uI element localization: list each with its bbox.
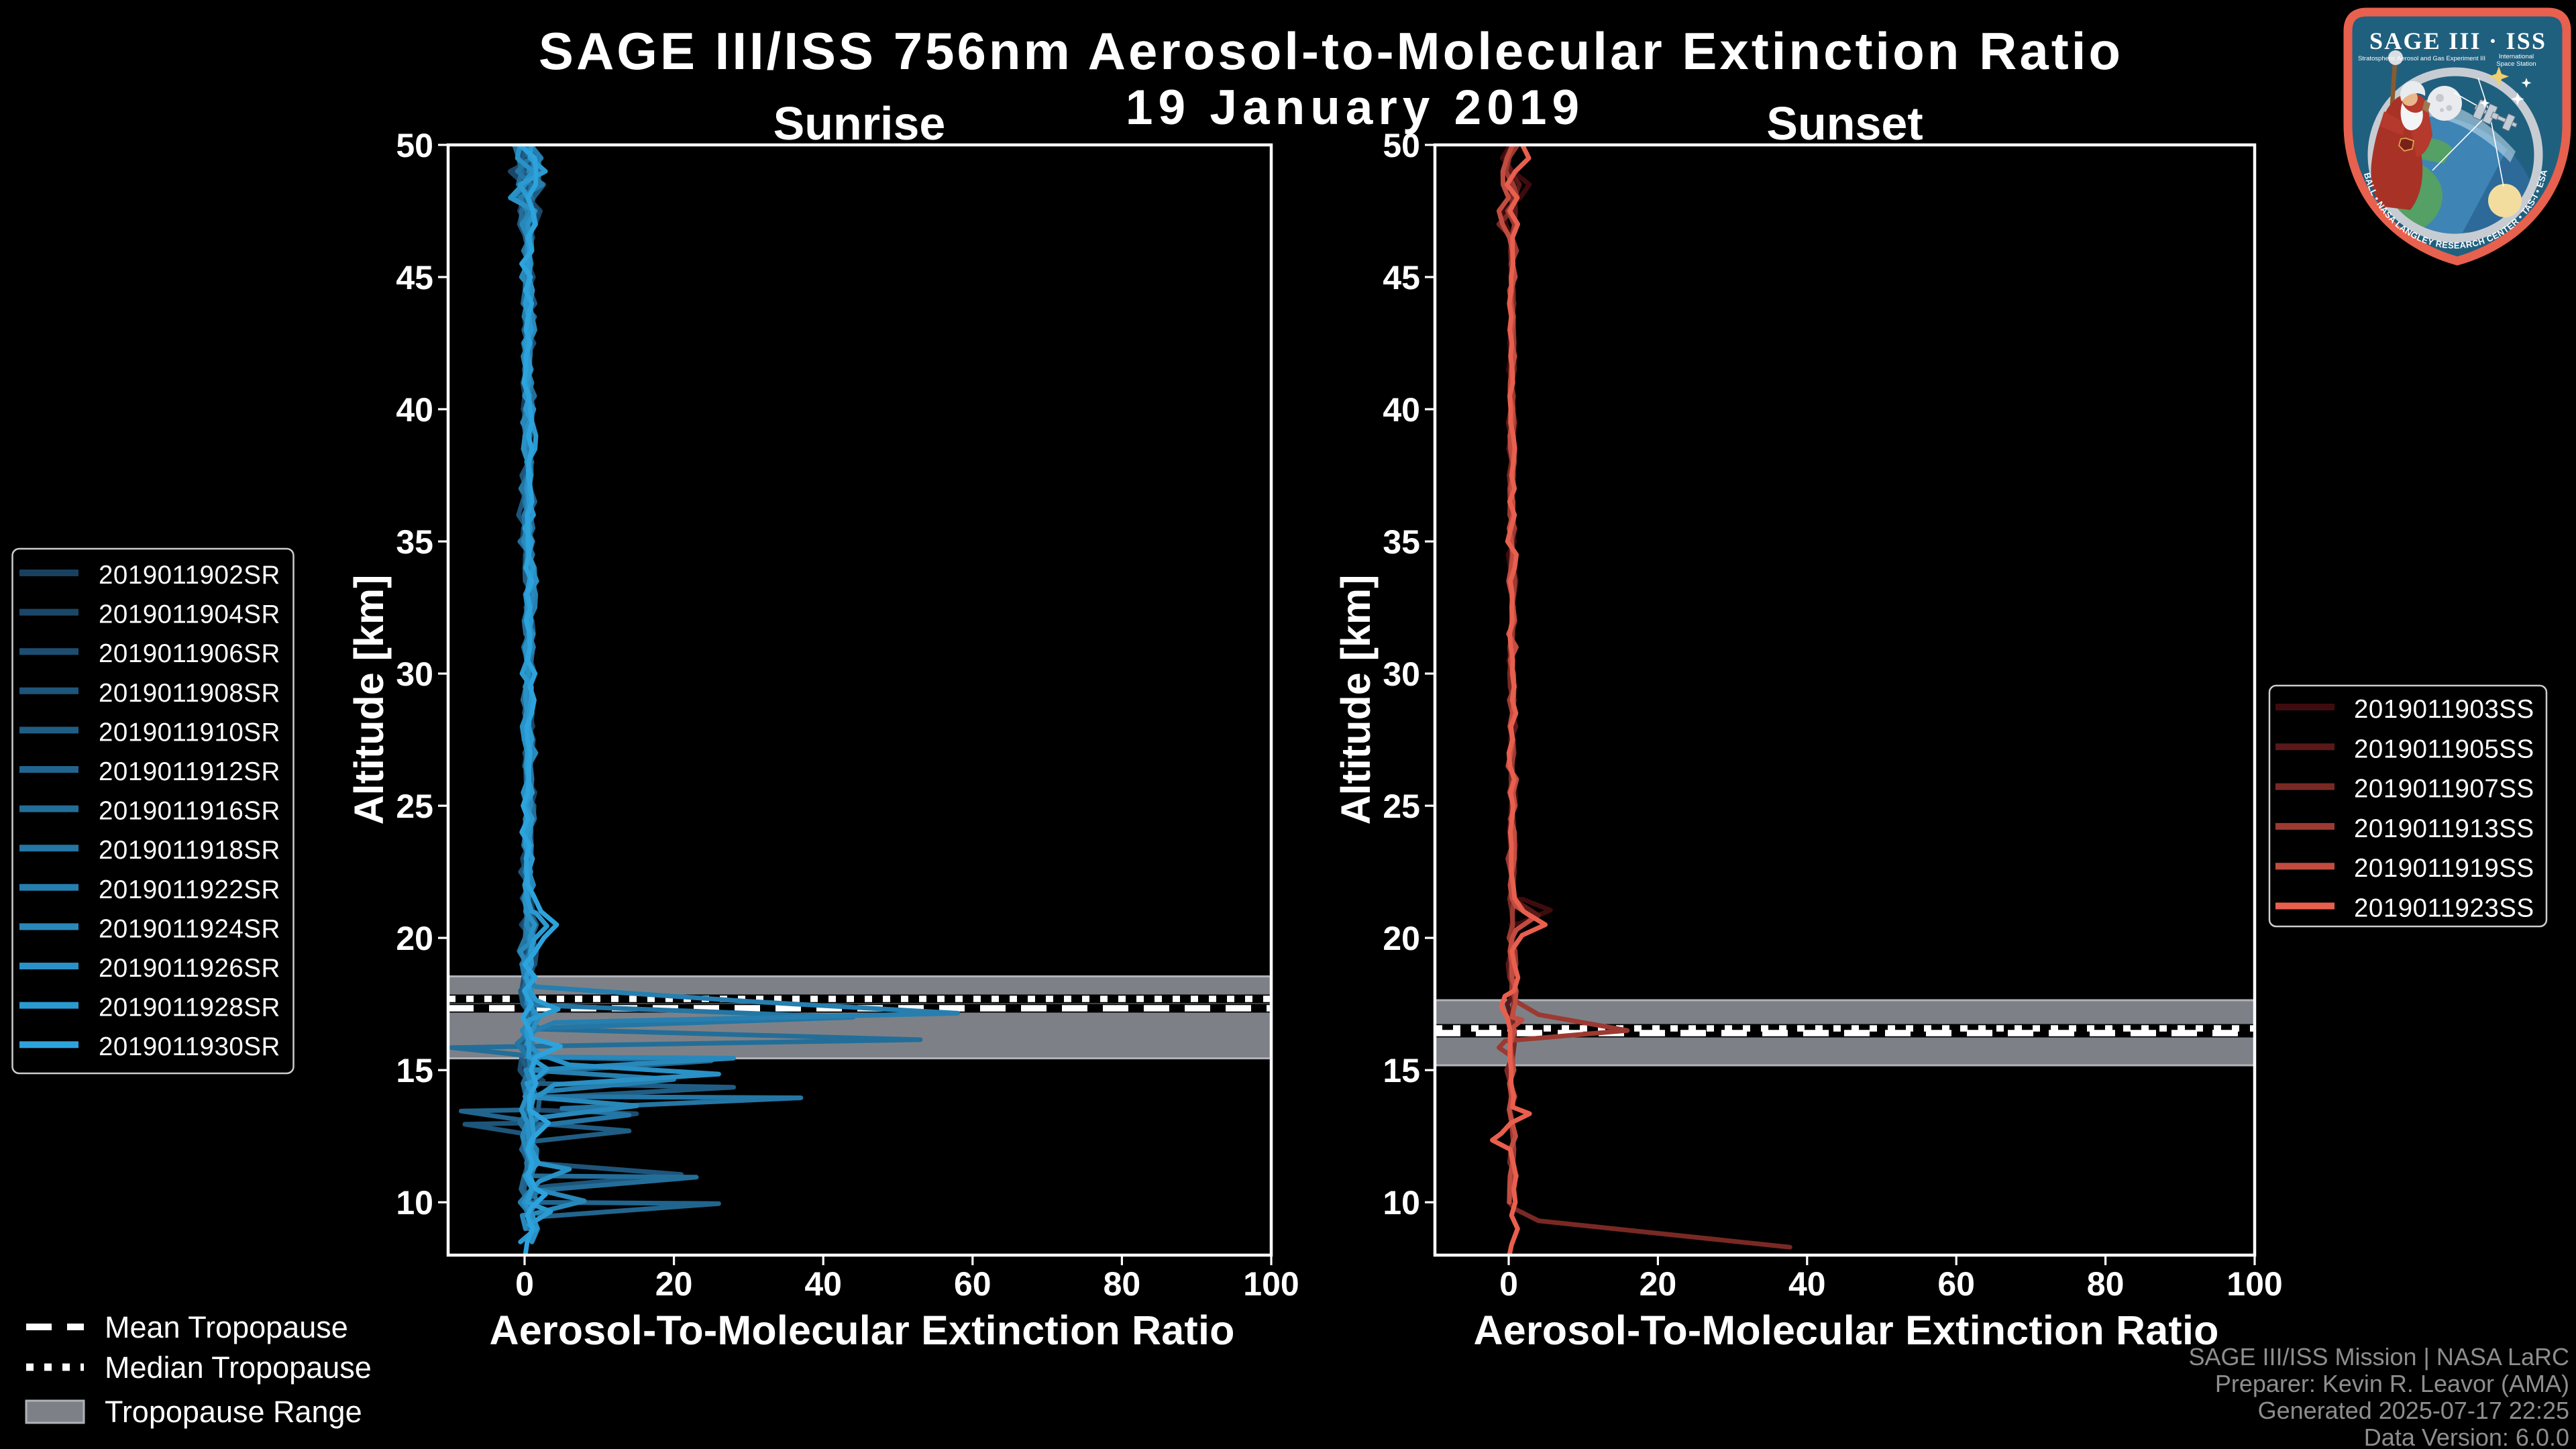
svg-text:Sunset: Sunset bbox=[1766, 97, 1923, 150]
svg-text:2019011908SR: 2019011908SR bbox=[99, 679, 280, 708]
svg-text:0: 0 bbox=[515, 1265, 534, 1303]
svg-text:SAGE III · ISS: SAGE III · ISS bbox=[2369, 28, 2545, 54]
svg-text:25: 25 bbox=[1383, 788, 1420, 825]
svg-text:100: 100 bbox=[2226, 1265, 2282, 1303]
svg-text:40: 40 bbox=[804, 1265, 842, 1303]
svg-text:Preparer: Kevin R. Leavor (AMA: Preparer: Kevin R. Leavor (AMA) bbox=[2215, 1370, 2569, 1397]
svg-text:20: 20 bbox=[1640, 1265, 1677, 1303]
svg-text:10: 10 bbox=[1383, 1184, 1420, 1222]
svg-text:10: 10 bbox=[396, 1184, 433, 1222]
svg-text:2019011903SS: 2019011903SS bbox=[2354, 695, 2534, 724]
svg-text:45: 45 bbox=[396, 259, 433, 297]
svg-text:2019011926SR: 2019011926SR bbox=[99, 954, 280, 983]
svg-text:15: 15 bbox=[1383, 1052, 1420, 1089]
svg-text:45: 45 bbox=[1383, 259, 1420, 297]
svg-text:Stratospheric Aerosol and Gas: Stratospheric Aerosol and Gas Experiment… bbox=[2358, 55, 2485, 62]
svg-text:SAGE III/ISS 756nm Aerosol-to-: SAGE III/ISS 756nm Aerosol-to-Molecular … bbox=[539, 21, 2123, 80]
svg-text:Mean Tropopause: Mean Tropopause bbox=[105, 1310, 348, 1344]
svg-text:2019011922SR: 2019011922SR bbox=[99, 875, 280, 904]
svg-text:Data Version: 6.0.0: Data Version: 6.0.0 bbox=[2364, 1424, 2569, 1449]
svg-text:50: 50 bbox=[396, 127, 433, 164]
svg-text:2019011923SS: 2019011923SS bbox=[2354, 894, 2534, 923]
svg-text:2019011916SR: 2019011916SR bbox=[99, 797, 280, 826]
svg-text:2019011904SR: 2019011904SR bbox=[99, 600, 280, 629]
svg-text:25: 25 bbox=[396, 788, 433, 825]
svg-text:Space Station: Space Station bbox=[2496, 60, 2536, 68]
svg-text:80: 80 bbox=[2087, 1265, 2125, 1303]
svg-text:30: 30 bbox=[1383, 655, 1420, 693]
svg-text:Aerosol-To-Molecular Extinctio: Aerosol-To-Molecular Extinction Ratio bbox=[1473, 1307, 2218, 1353]
svg-text:19 January 2019: 19 January 2019 bbox=[1126, 80, 1585, 135]
svg-text:2019011930SR: 2019011930SR bbox=[99, 1032, 280, 1061]
svg-text:Altitude [km]: Altitude [km] bbox=[346, 575, 392, 825]
svg-text:100: 100 bbox=[1243, 1265, 1299, 1303]
svg-text:2019011912SR: 2019011912SR bbox=[99, 757, 280, 786]
svg-text:SAGE III/ISS Mission | NASA La: SAGE III/ISS Mission | NASA LaRC bbox=[2188, 1343, 2569, 1371]
svg-text:2019011902SR: 2019011902SR bbox=[99, 561, 280, 590]
svg-text:Aerosol-To-Molecular Extinctio: Aerosol-To-Molecular Extinction Ratio bbox=[489, 1307, 1234, 1353]
svg-text:60: 60 bbox=[1937, 1265, 1975, 1303]
svg-text:2019011906SR: 2019011906SR bbox=[99, 639, 280, 668]
svg-text:35: 35 bbox=[1383, 523, 1420, 561]
svg-text:20: 20 bbox=[396, 920, 433, 957]
svg-text:2019011918SR: 2019011918SR bbox=[99, 836, 280, 865]
svg-text:International: International bbox=[2499, 53, 2534, 60]
svg-text:40: 40 bbox=[1383, 391, 1420, 429]
svg-text:40: 40 bbox=[1788, 1265, 1826, 1303]
svg-text:2019011928SR: 2019011928SR bbox=[99, 994, 280, 1022]
svg-text:Altitude [km]: Altitude [km] bbox=[1333, 575, 1379, 825]
svg-text:2019011905SS: 2019011905SS bbox=[2354, 735, 2534, 763]
svg-text:2019011910SR: 2019011910SR bbox=[99, 718, 280, 747]
svg-text:0: 0 bbox=[1499, 1265, 1518, 1303]
svg-text:30: 30 bbox=[396, 655, 433, 693]
svg-text:Median Tropopause: Median Tropopause bbox=[105, 1350, 372, 1385]
svg-text:2019011919SS: 2019011919SS bbox=[2354, 854, 2534, 883]
svg-text:40: 40 bbox=[396, 391, 433, 429]
svg-text:2019011913SS: 2019011913SS bbox=[2354, 814, 2534, 843]
svg-text:15: 15 bbox=[396, 1052, 433, 1089]
svg-text:35: 35 bbox=[396, 523, 433, 561]
svg-text:Tropopause Range: Tropopause Range bbox=[105, 1395, 362, 1429]
svg-text:50: 50 bbox=[1383, 127, 1420, 164]
svg-text:60: 60 bbox=[954, 1265, 991, 1303]
svg-text:20: 20 bbox=[655, 1265, 693, 1303]
svg-text:Generated 2025-07-17 22:25: Generated 2025-07-17 22:25 bbox=[2258, 1397, 2569, 1424]
svg-text:20: 20 bbox=[1383, 920, 1420, 957]
svg-text:Sunrise: Sunrise bbox=[773, 97, 946, 150]
svg-text:80: 80 bbox=[1104, 1265, 1141, 1303]
svg-text:2019011924SR: 2019011924SR bbox=[99, 914, 280, 943]
svg-text:2019011907SS: 2019011907SS bbox=[2354, 775, 2534, 804]
